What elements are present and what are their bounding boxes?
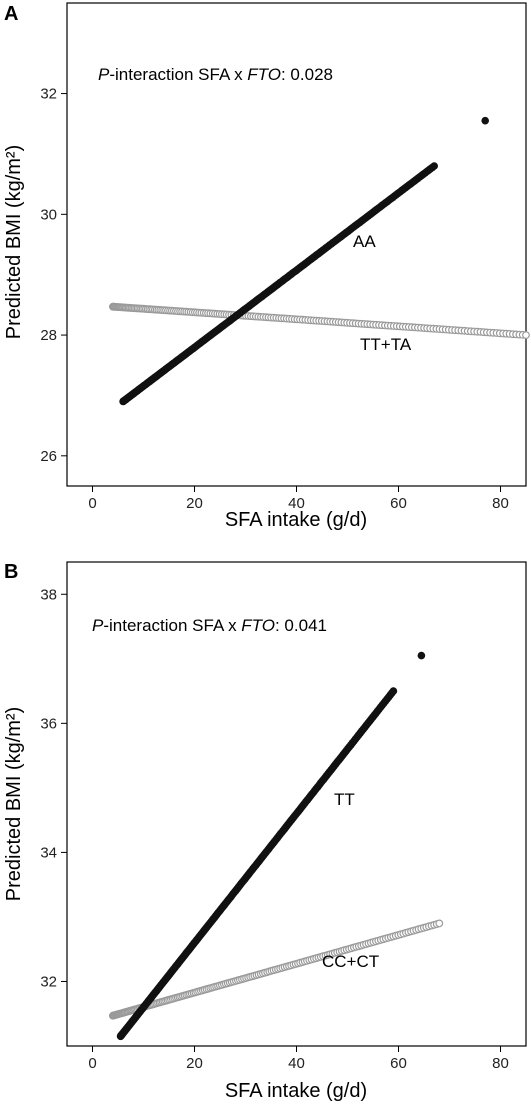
panel-b: B P-interaction SFA x FTO: 0.041 SFA int…: [3, 561, 527, 1102]
panel-b-y-ticks: 32 34 36 38: [40, 586, 67, 990]
panel-a-x-tick-label: 80: [492, 495, 509, 512]
panel-b-annotation-gene: FTO: [241, 616, 275, 635]
panel-b-x-tick-label: 60: [390, 1055, 407, 1072]
panel-a-x-tick-label: 60: [390, 495, 407, 512]
panel-a-y-tick-label: 30: [40, 206, 57, 223]
panel-b-y-tick-label: 38: [40, 586, 57, 603]
panel-b-y-axis-label: Predicted BMI (kg/m²): [3, 707, 25, 901]
panel-b-y-tick-label: 32: [40, 973, 57, 990]
panel-a: A P-interaction SFA x FTO: 0.028 SFA int…: [3, 2, 530, 531]
panel-b-points: [108, 651, 444, 1041]
panel-a-point-aa: [430, 162, 439, 170]
panel-a-point-tt-ta: [522, 331, 530, 340]
panel-b-series-label-cc-ct: CC+CT: [322, 952, 379, 971]
panel-a-annotation-gene: FTO: [247, 65, 281, 84]
panel-a-annotation-pvalue: : 0.028: [281, 65, 333, 84]
panel-a-y-tick-label: 32: [40, 86, 57, 103]
panel-a-x-ticks: 0 20 40 60 80: [88, 486, 509, 512]
panel-a-y-ticks: 26 28 30 32: [40, 86, 67, 465]
panel-a-interaction-annotation: P-interaction SFA x FTO: 0.028: [98, 65, 333, 84]
panel-a-annotation-p: P: [98, 65, 110, 84]
panel-a-series-label-aa: AA: [353, 232, 376, 251]
panel-a-y-tick-label: 26: [40, 448, 57, 465]
panel-a-y-tick-label: 28: [40, 327, 57, 344]
panel-a-points: [108, 116, 530, 406]
panel-b-point-tt: [417, 651, 426, 660]
panel-a-x-tick-label: 0: [88, 495, 96, 512]
panel-b-y-tick-label: 36: [40, 715, 57, 732]
panel-b-annotation-p: P: [92, 616, 104, 635]
panel-a-letter: A: [4, 3, 18, 25]
panel-b-letter: B: [4, 561, 18, 583]
panel-b-interaction-annotation: P-interaction SFA x FTO: 0.041: [92, 616, 327, 635]
panel-a-x-axis-label: SFA intake (g/d): [225, 509, 367, 531]
panel-a-y-axis-label: Predicted BMI (kg/m²): [3, 145, 25, 339]
panel-b-x-tick-label: 80: [492, 1055, 509, 1072]
panel-b-annotation-pvalue: : 0.041: [275, 616, 327, 635]
panel-b-series-label-tt: TT: [334, 790, 355, 809]
panel-a-series-label-tt-ta: TT+TA: [360, 335, 412, 354]
panel-a-x-tick-label: 20: [186, 495, 203, 512]
panel-b-point-cc-ct: [435, 919, 444, 928]
panel-a-annotation-text: -interaction SFA x: [109, 65, 247, 84]
panel-b-x-tick-label: 40: [288, 1055, 305, 1072]
panel-b-x-ticks: 0 20 40 60 80: [88, 1046, 509, 1072]
panel-b-x-tick-label: 20: [186, 1055, 203, 1072]
panel-b-y-tick-label: 34: [40, 844, 57, 861]
panel-a-x-tick-label: 40: [288, 495, 305, 512]
panel-b-annotation-text: -interaction SFA x: [103, 616, 241, 635]
panel-a-point-aa: [481, 116, 490, 125]
panel-b-point-tt: [389, 687, 398, 695]
panel-b-x-axis-label: SFA intake (g/d): [225, 1080, 367, 1102]
panel-b-x-tick-label: 0: [88, 1055, 96, 1072]
